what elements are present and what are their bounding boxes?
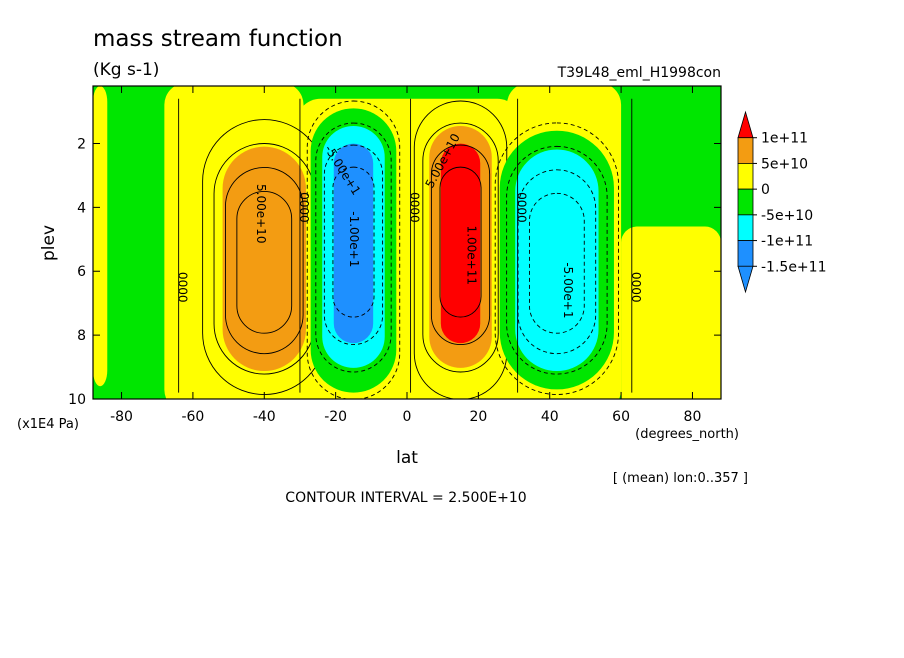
cell-0-level-1 [222, 146, 306, 372]
y-tick-label: 2 [77, 136, 86, 152]
legend-swatch [737, 240, 754, 267]
contour-line [430, 144, 491, 345]
legend-swatch [737, 188, 754, 216]
cell-1-level-2 [333, 143, 374, 344]
legend-swatch [737, 163, 754, 190]
legend-swatch [737, 137, 754, 164]
legend-label: -1e+11 [761, 234, 813, 250]
legend-label: 1e+11 [761, 131, 808, 147]
legend-label: 0 [761, 182, 770, 198]
contour-label-4: 1.00e+11 [465, 226, 479, 285]
contour-label-10: 0000 [629, 272, 643, 303]
x-tick-label: -60 [181, 409, 204, 425]
contour-line [439, 166, 482, 318]
contour-label-5: -5.00e+1 [561, 262, 575, 318]
cell-nh-hadley-cell [413, 100, 508, 399]
legend-arrow-top [737, 110, 754, 139]
contour-plot-area: 5.00e+10-5.00e+1-1.00e+15.00e+101.00e+11… [92, 85, 722, 400]
y-axis: 2 4 6 8 10 [68, 136, 721, 408]
yellow-polar-south [93, 86, 108, 387]
contour-interval-note: CONTOUR INTERVAL = 2.500E+10 [285, 490, 526, 506]
run-name: T39L48_eml_H1998con [557, 65, 721, 81]
x-tick-label: -20 [324, 409, 347, 425]
legend-label: 5e+10 [761, 156, 808, 172]
contour-line [517, 169, 597, 355]
y-tick-label: 8 [77, 328, 86, 344]
cell-nh-ferrel-cell [494, 122, 619, 395]
contour-line [422, 122, 499, 373]
cell-3-level-1 [515, 149, 599, 372]
cell-sh-ferrel-cell [202, 119, 327, 395]
x-tick-label: -80 [110, 409, 133, 425]
x-tick-label: -40 [253, 409, 276, 425]
y-axis-label: plev [39, 225, 59, 261]
contour-label-2: -1.00e+1 [347, 211, 361, 267]
x-axis-units: (degrees_north) [635, 427, 739, 442]
contour-line [323, 144, 384, 345]
contour-line [529, 192, 585, 334]
x-axis-label: lat [396, 448, 418, 468]
chart-title: mass stream function [93, 26, 343, 52]
y-tick-label: 4 [77, 200, 86, 216]
contour-label-8: 0000 [408, 192, 422, 223]
yellow-polar-north [621, 226, 721, 399]
x-tick-label: 20 [469, 409, 487, 425]
x-tick-label: 80 [684, 409, 702, 425]
x-axis: -80 -60 -40 -20 0 20 40 60 80 [110, 86, 701, 425]
contour-line [315, 122, 392, 373]
contour-line [306, 100, 401, 399]
legend-swatch [737, 214, 754, 241]
contour-label-7: 0000 [297, 192, 311, 223]
chart-units: (Kg s-1) [93, 60, 159, 80]
legend-arrow-bottom [737, 265, 754, 294]
legend-label: -1.5e+11 [761, 259, 826, 275]
contour-label-0: 5.00e+10 [254, 184, 268, 243]
y-tick-label: 6 [77, 264, 86, 280]
contour-line [332, 166, 375, 318]
contour-line [225, 166, 304, 355]
x-tick-label: 40 [541, 409, 559, 425]
contour-label-6: 0000 [176, 272, 190, 303]
contour-label-9: 0000 [515, 192, 529, 223]
x-tick-label: 0 [403, 409, 412, 425]
contour-line [494, 122, 619, 395]
contour-line [506, 145, 608, 375]
y-tick-label: 10 [68, 392, 86, 408]
y-axis-units: (x1E4 Pa) [17, 417, 79, 432]
legend-label: -5e+10 [761, 208, 813, 224]
mean-note: [ (mean) lon:0..357 ] [613, 471, 748, 486]
x-tick-label: 60 [612, 409, 630, 425]
color-legend: 1e+11 5e+10 0 -5e+10 -1e+11 -1.5e+11 [737, 110, 826, 294]
contour-line [236, 190, 293, 334]
cell-sh-hadley-cell [306, 100, 401, 399]
cell-2-level-2 [440, 143, 481, 344]
